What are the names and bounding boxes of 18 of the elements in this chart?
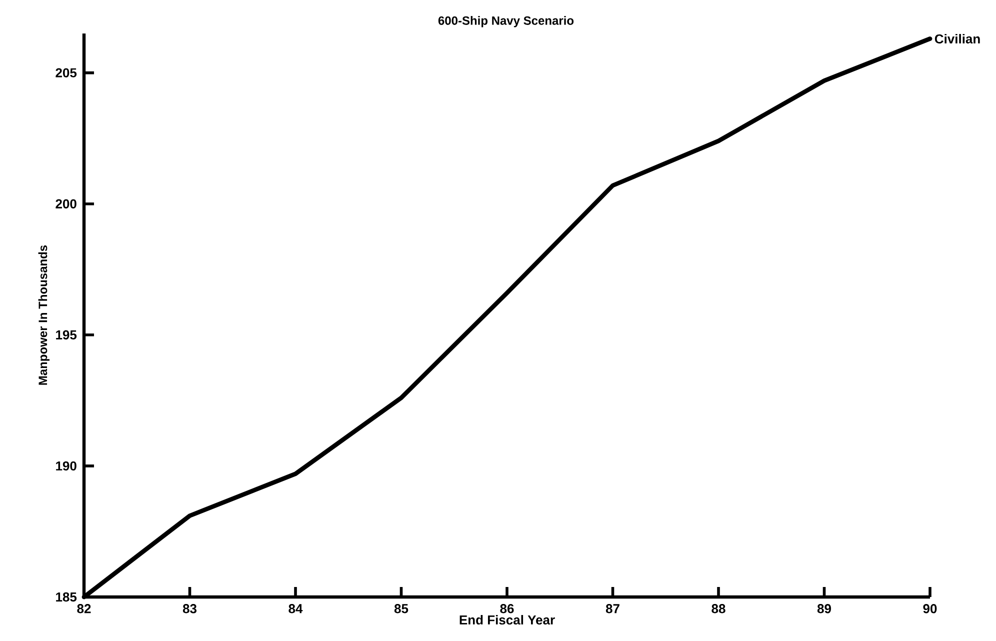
x-tick-label: 88 [712, 604, 726, 614]
y-tick-label: 190 [56, 461, 76, 471]
series-label: Civilian [934, 34, 980, 44]
x-tick-label: 87 [606, 604, 620, 614]
x-tick-label: 85 [394, 604, 408, 614]
x-tick-label: 86 [500, 604, 514, 614]
x-tick-label: 83 [182, 604, 196, 614]
chart-title: 600-Ship Navy Scenario [438, 16, 574, 28]
y-tick-label: 205 [56, 68, 77, 78]
y-tick-label: 200 [56, 199, 76, 208]
x-tick-label: 89 [817, 604, 831, 614]
y-tick-label: 185 [56, 592, 77, 602]
x-tick-label: 82 [77, 604, 91, 614]
x-axis-title: End Fiscal Year [460, 615, 555, 625]
y-tick-label: 195 [56, 330, 77, 340]
x-tick-label: 84 [288, 604, 303, 614]
x-tick-label: 90 [923, 604, 937, 614]
y-axis-title: Manpower In Thousands [38, 245, 50, 385]
